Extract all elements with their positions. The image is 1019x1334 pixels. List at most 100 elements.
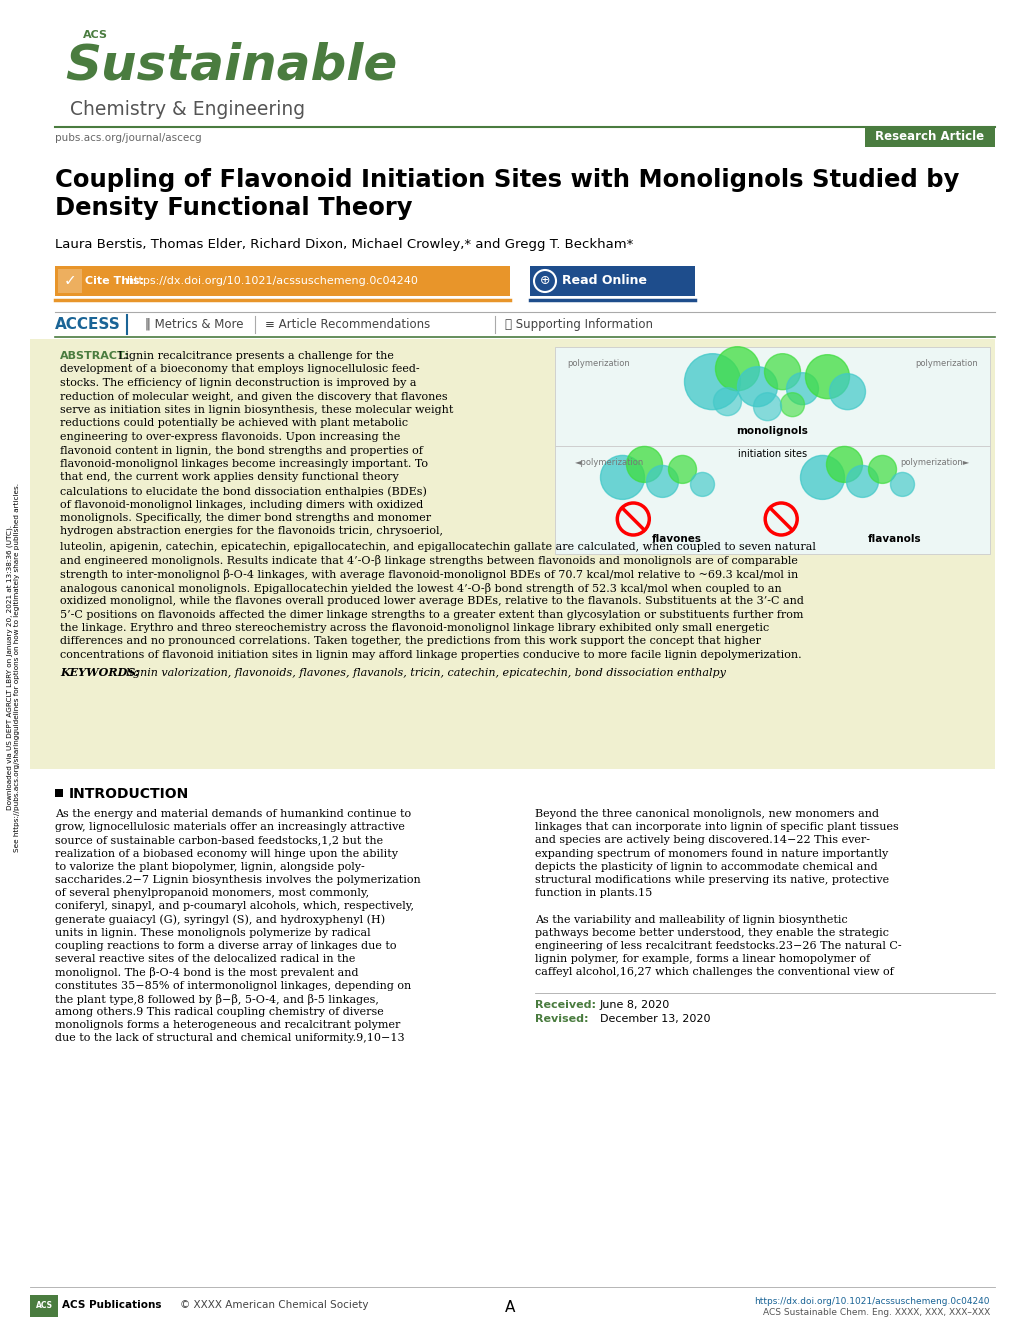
Text: Coupling of Flavonoid Initiation Sites with Monolignols Studied by: Coupling of Flavonoid Initiation Sites w…	[55, 168, 959, 192]
Text: https://dx.doi.org/10.1021/acssuschemeng.0c04240: https://dx.doi.org/10.1021/acssuschemeng…	[754, 1297, 989, 1306]
Text: ‖ Metrics & More: ‖ Metrics & More	[145, 317, 244, 331]
Text: A: A	[504, 1301, 515, 1315]
Text: that end, the current work applies density functional theory: that end, the current work applies densi…	[60, 472, 398, 483]
Text: flavanols: flavanols	[866, 534, 920, 544]
Bar	[554, 347, 989, 447]
Text: ✓: ✓	[63, 273, 76, 288]
Text: grow, lignocellulosic materials offer an increasingly attractive: grow, lignocellulosic materials offer an…	[55, 822, 405, 832]
Text: Sustainable: Sustainable	[65, 41, 396, 89]
Text: lignin valorization, flavonoids, flavones, flavanols, tricin, catechin, epicatec: lignin valorization, flavonoids, flavone…	[126, 667, 726, 678]
Text: stocks. The efficiency of lignin deconstruction is improved by a: stocks. The efficiency of lignin deconst…	[60, 378, 416, 388]
Text: several reactive sites of the delocalized radical in the: several reactive sites of the delocalize…	[55, 954, 355, 964]
Text: Downloaded via US DEPT AGRCLT LBRY on January 20, 2021 at 13:38:36 (UTC).: Downloaded via US DEPT AGRCLT LBRY on Ja…	[7, 524, 13, 810]
Text: See https://pubs.acs.org/sharingguidelines for options on how to legitimately sh: See https://pubs.acs.org/sharingguidelin…	[14, 483, 20, 851]
Text: ACS: ACS	[83, 29, 108, 40]
Text: polymerization►: polymerization►	[900, 459, 969, 467]
Text: polymerization: polymerization	[567, 359, 629, 368]
Text: lignin polymer, for example, forms a linear homopolymer of: lignin polymer, for example, forms a lin…	[535, 954, 869, 964]
Circle shape	[600, 455, 644, 499]
Text: flavonoid content in lignin, the bond strengths and properties of: flavonoid content in lignin, the bond st…	[60, 446, 423, 455]
Text: generate guaiacyl (G), syringyl (S), and hydroxyphenyl (H): generate guaiacyl (G), syringyl (S), and…	[55, 915, 385, 926]
Text: ACS: ACS	[36, 1302, 52, 1310]
Text: Received:: Received:	[535, 999, 595, 1010]
Circle shape	[737, 367, 776, 407]
Text: reductions could potentially be achieved with plant metabolic: reductions could potentially be achieved…	[60, 419, 408, 428]
Text: Beyond the three canonical monolignols, new monomers and: Beyond the three canonical monolignols, …	[535, 808, 878, 819]
Circle shape	[713, 388, 741, 416]
Text: units in lignin. These monolignols polymerize by radical: units in lignin. These monolignols polym…	[55, 928, 370, 938]
Text: source of sustainable carbon-based feedstocks,1,2 but the: source of sustainable carbon-based feeds…	[55, 835, 383, 846]
Text: Cite This:: Cite This:	[85, 276, 144, 285]
Bar	[554, 447, 989, 554]
Circle shape	[805, 355, 849, 399]
Text: As the energy and material demands of humankind continue to: As the energy and material demands of hu…	[55, 808, 411, 819]
Circle shape	[786, 372, 817, 404]
Text: caffeyl alcohol,16,27 which challenges the conventional view of: caffeyl alcohol,16,27 which challenges t…	[535, 967, 893, 978]
Text: coniferyl, sinapyl, and p-coumaryl alcohols, which, respectively,: coniferyl, sinapyl, and p-coumaryl alcoh…	[55, 902, 414, 911]
Text: and engineered monolignols. Results indicate that 4’-O-β linkage strengths betwe: and engineered monolignols. Results indi…	[60, 555, 797, 567]
Text: monolignols. Specifically, the dimer bond strengths and monomer: monolignols. Specifically, the dimer bon…	[60, 514, 431, 523]
Text: linkages that can incorporate into lignin of specific plant tissues: linkages that can incorporate into ligni…	[535, 822, 898, 832]
Text: pubs.acs.org/journal/ascecg: pubs.acs.org/journal/ascecg	[55, 133, 202, 143]
Circle shape	[690, 472, 713, 496]
Text: 5’-C positions on flavonoids affected the dimer linkage strengths to a greater e: 5’-C positions on flavonoids affected th…	[60, 610, 803, 619]
Circle shape	[825, 447, 862, 483]
Text: ⊕: ⊕	[539, 275, 549, 288]
Text: reduction of molecular weight, and given the discovery that flavones: reduction of molecular weight, and given…	[60, 391, 447, 402]
Bar	[530, 265, 694, 296]
Circle shape	[780, 392, 804, 416]
Text: Revised:: Revised:	[535, 1014, 588, 1023]
Text: monolignols forms a heterogeneous and recalcitrant polymer: monolignols forms a heterogeneous and re…	[55, 1021, 400, 1030]
Text: Ⓢ Supporting Information: Ⓢ Supporting Information	[504, 317, 652, 331]
Text: oxidized monolignol, while the flavones overall produced lower average BDEs, rel: oxidized monolignol, while the flavones …	[60, 596, 803, 606]
Text: constitutes 35−85% of intermonolignol linkages, depending on: constitutes 35−85% of intermonolignol li…	[55, 980, 411, 991]
Text: development of a bioeconomy that employs lignocellulosic feed-: development of a bioeconomy that employs…	[60, 364, 419, 375]
Text: of flavonoid-monolignol linkages, including dimers with oxidized: of flavonoid-monolignol linkages, includ…	[60, 499, 423, 510]
Text: Chemistry & Engineering: Chemistry & Engineering	[70, 100, 305, 119]
Text: KEYWORDS:: KEYWORDS:	[60, 667, 140, 679]
Text: strength to inter-monolignol β-O-4 linkages, with average flavonoid-monolignol B: strength to inter-monolignol β-O-4 linka…	[60, 570, 798, 580]
Text: Lignin recalcitrance presents a challenge for the: Lignin recalcitrance presents a challeng…	[118, 351, 393, 362]
Text: INTRODUCTION: INTRODUCTION	[69, 787, 190, 800]
Text: calculations to elucidate the bond dissociation enthalpies (BDEs): calculations to elucidate the bond disso…	[60, 486, 427, 496]
Circle shape	[828, 374, 865, 410]
Text: the linkage. Erythro and threo stereochemistry across the flavonoid-monolignol l: the linkage. Erythro and threo stereoche…	[60, 623, 768, 634]
Text: serve as initiation sites in lignin biosynthesis, these molecular weight: serve as initiation sites in lignin bios…	[60, 406, 452, 415]
Text: flavonoid-monolignol linkages become increasingly important. To: flavonoid-monolignol linkages become inc…	[60, 459, 428, 470]
Text: ACS Publications: ACS Publications	[62, 1301, 161, 1310]
Text: of several phenylpropanoid monomers, most commonly,: of several phenylpropanoid monomers, mos…	[55, 888, 369, 898]
Text: ≡ Article Recommendations: ≡ Article Recommendations	[265, 317, 430, 331]
Circle shape	[846, 466, 877, 498]
Text: June 8, 2020: June 8, 2020	[599, 999, 669, 1010]
Circle shape	[684, 354, 740, 410]
Text: luteolin, apigenin, catechin, epicatechin, epigallocatechin, and epigallocatechi: luteolin, apigenin, catechin, epicatechi…	[60, 542, 815, 552]
Circle shape	[800, 455, 844, 499]
Text: monolignols: monolignols	[736, 427, 808, 436]
Text: ACS Sustainable Chem. Eng. XXXX, XXX, XXX–XXX: ACS Sustainable Chem. Eng. XXXX, XXX, XX…	[762, 1309, 989, 1317]
Text: expanding spectrum of monomers found in nature importantly: expanding spectrum of monomers found in …	[535, 848, 888, 859]
Circle shape	[667, 455, 696, 483]
Text: depicts the plasticity of lignin to accommodate chemical and: depicts the plasticity of lignin to acco…	[535, 862, 876, 872]
Text: hydrogen abstraction energies for the flavonoids tricin, chrysoeriol,: hydrogen abstraction energies for the fl…	[60, 527, 442, 536]
Circle shape	[626, 447, 662, 483]
Text: engineering to over-express flavonoids. Upon increasing the: engineering to over-express flavonoids. …	[60, 432, 400, 442]
Circle shape	[714, 347, 759, 391]
Text: ◄polymerization: ◄polymerization	[575, 459, 644, 467]
Circle shape	[753, 392, 781, 420]
Text: Density Functional Theory: Density Functional Theory	[55, 196, 412, 220]
Bar	[30, 339, 994, 768]
Text: and species are actively being discovered.14−22 This ever-: and species are actively being discovere…	[535, 835, 869, 846]
Text: analogous canonical monolignols. Epigallocatechin yielded the lowest 4’-O-β bond: analogous canonical monolignols. Epigall…	[60, 583, 781, 594]
Circle shape	[867, 455, 896, 483]
Text: https://dx.doi.org/10.1021/acssuschemeng.0c04240: https://dx.doi.org/10.1021/acssuschemeng…	[127, 276, 418, 285]
Text: initiation sites: initiation sites	[737, 450, 806, 459]
Text: differences and no pronounced correlations. Taken together, the predictions from: differences and no pronounced correlatio…	[60, 636, 760, 647]
Text: saccharides.2−7 Lignin biosynthesis involves the polymerization: saccharides.2−7 Lignin biosynthesis invo…	[55, 875, 421, 884]
Text: Laura Berstis, Thomas Elder, Richard Dixon, Michael Crowley,* and Gregg T. Beckh: Laura Berstis, Thomas Elder, Richard Dix…	[55, 237, 633, 251]
Circle shape	[764, 354, 800, 390]
Text: flavones: flavones	[651, 534, 701, 544]
Text: function in plants.15: function in plants.15	[535, 888, 651, 898]
Text: Research Article: Research Article	[874, 131, 983, 144]
Text: among others.9 This radical coupling chemistry of diverse: among others.9 This radical coupling che…	[55, 1007, 383, 1017]
Bar	[30, 1295, 58, 1317]
